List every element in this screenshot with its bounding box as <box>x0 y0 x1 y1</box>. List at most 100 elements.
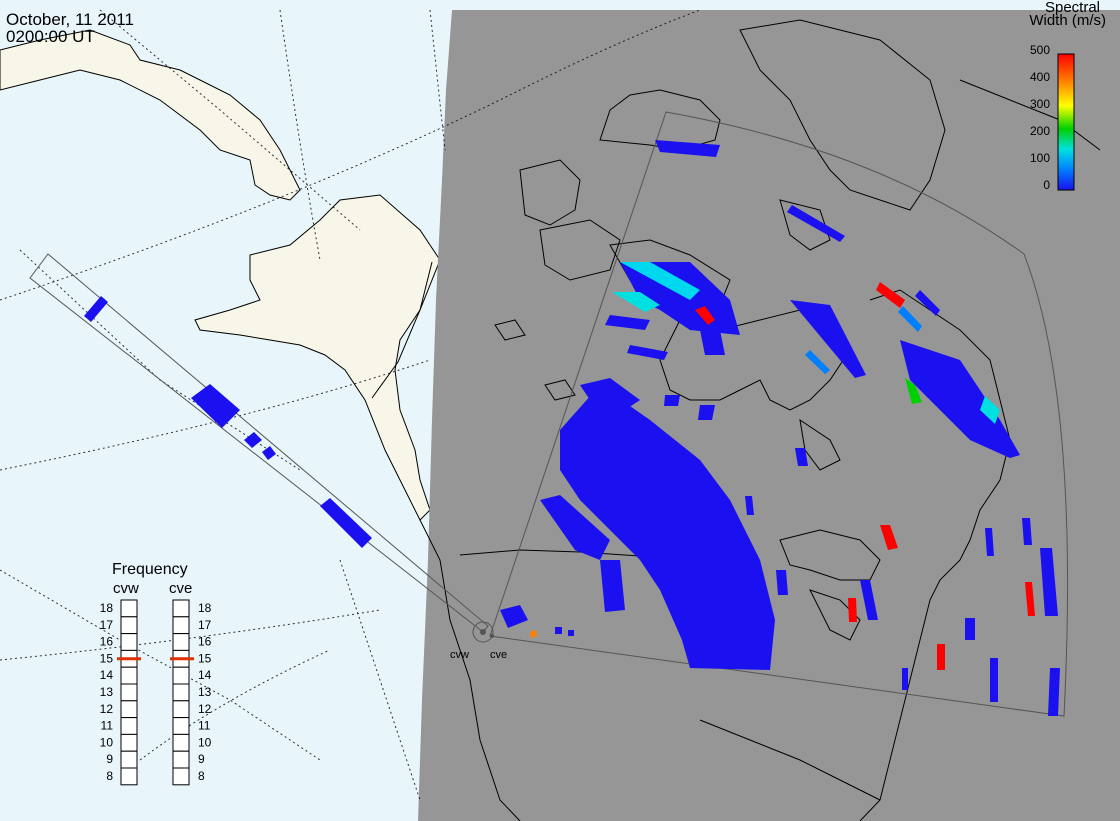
frequency-tick: 10 <box>198 735 212 749</box>
frequency-box <box>172 666 190 685</box>
scatter-cell <box>980 396 1000 424</box>
frequency-box <box>172 767 190 786</box>
frequency-box <box>120 717 138 735</box>
scatter-cell <box>902 668 908 690</box>
scatter-cell <box>1025 582 1035 616</box>
frequency-tick: 14 <box>100 668 114 682</box>
scatter-cell <box>915 290 940 316</box>
frequency-tick: 17 <box>198 618 212 632</box>
scatter-cell <box>790 300 866 378</box>
frequency-box <box>120 666 138 685</box>
frequency-tick: 18 <box>100 601 114 615</box>
scatter-cell <box>898 306 922 332</box>
colorbar-tick: 0 <box>1043 178 1050 192</box>
frequency-box <box>120 616 138 635</box>
frequency-box <box>172 700 190 719</box>
scatter-cell <box>627 345 668 360</box>
frequency-tick: 12 <box>198 702 212 716</box>
scatter-cell <box>698 405 715 420</box>
scatter-cell <box>1022 518 1032 545</box>
scatter-cell <box>605 315 650 330</box>
scatter-cell <box>560 385 775 670</box>
scatter-cell <box>620 262 700 300</box>
frequency-tick: 18 <box>198 601 212 615</box>
scatter-cell <box>612 292 660 312</box>
scatter-cell <box>695 306 715 325</box>
frequency-box <box>172 633 190 651</box>
frequency-box <box>120 633 138 651</box>
scatter-cell <box>530 630 537 638</box>
colorbar-title-line2: Width (m/s) <box>1029 12 1106 29</box>
colorbar-title-line1: Spectral <box>1044 0 1100 16</box>
scatter-cell <box>880 525 898 550</box>
scatter-cell <box>700 330 725 355</box>
frequency-tick: 11 <box>198 719 211 733</box>
day-land <box>0 29 441 521</box>
scatter-cell <box>795 448 808 466</box>
scatter-cell <box>1040 548 1058 616</box>
frequency-label-cvw: cvw <box>113 580 139 597</box>
radar-label-cvw: cvw <box>450 649 469 661</box>
frequency-box <box>120 750 138 769</box>
cvw-scatter <box>84 296 372 548</box>
frequency-tick: 9 <box>106 752 113 766</box>
frequency-tick: 16 <box>198 635 212 649</box>
scatter-cell <box>776 570 788 595</box>
frequency-box <box>120 733 138 752</box>
cve-fov <box>489 111 1069 717</box>
frequency-box <box>172 683 190 702</box>
scatter-cell <box>655 140 720 157</box>
scatter-cell <box>900 340 1020 458</box>
scatter-cell <box>664 395 680 406</box>
frequency-label-cve: cve <box>169 580 192 597</box>
colorbar-tick: 200 <box>1030 124 1050 138</box>
scatter-cell <box>568 630 574 636</box>
colorbar-tick: 500 <box>1030 43 1050 57</box>
scatter-cell <box>600 560 625 612</box>
scatter-cell <box>848 598 857 622</box>
frequency-tick: 11 <box>101 719 114 733</box>
scatter-cell <box>540 495 610 560</box>
night-region <box>418 10 1120 821</box>
frequency-tick: 17 <box>100 618 114 632</box>
scatter-cell <box>990 658 998 702</box>
radar-site-cve <box>490 634 494 638</box>
scatter-cell <box>985 528 994 556</box>
frequency-tick: 8 <box>106 769 113 783</box>
frequency-tick: 15 <box>198 651 212 665</box>
frequency-box <box>172 599 190 618</box>
scatter-cell <box>787 205 845 242</box>
radar-label-cve: cve <box>490 649 507 661</box>
scatter-cell <box>965 618 975 640</box>
frequency-box <box>120 767 138 786</box>
frequency-box <box>120 700 138 719</box>
frequency-tick: 8 <box>198 769 205 783</box>
colorbar-tick: 300 <box>1030 97 1050 111</box>
scatter-cell <box>500 605 528 628</box>
colorbar-tick: 400 <box>1030 70 1050 84</box>
cve-scatter <box>500 140 1060 716</box>
colorbar-tick: 100 <box>1030 151 1050 165</box>
scatter-cell <box>905 378 922 404</box>
frequency-tick: 10 <box>100 735 114 749</box>
scatter-cell <box>745 496 754 515</box>
frequency-tick: 12 <box>100 702 114 716</box>
scatter-cell <box>860 580 878 620</box>
frequency-tick: 14 <box>198 668 212 682</box>
frequency-box <box>172 616 190 635</box>
header-time: 0200:00 UT <box>6 27 95 46</box>
frequency-tick: 13 <box>100 685 114 699</box>
scatter-cell <box>1048 668 1060 716</box>
scatter-cell <box>580 378 640 410</box>
scatter-cell <box>937 644 945 670</box>
radar-site-cvw <box>472 621 494 643</box>
frequency-box <box>172 717 190 735</box>
header-date: October, 11 2011 <box>6 10 134 29</box>
frequency-tick: 9 <box>198 752 205 766</box>
frequency-box <box>120 683 138 702</box>
frequency-tick: 13 <box>198 685 212 699</box>
night-coastlines <box>419 19 1101 821</box>
scatter-cell <box>876 282 905 308</box>
colorbar <box>1057 53 1075 191</box>
